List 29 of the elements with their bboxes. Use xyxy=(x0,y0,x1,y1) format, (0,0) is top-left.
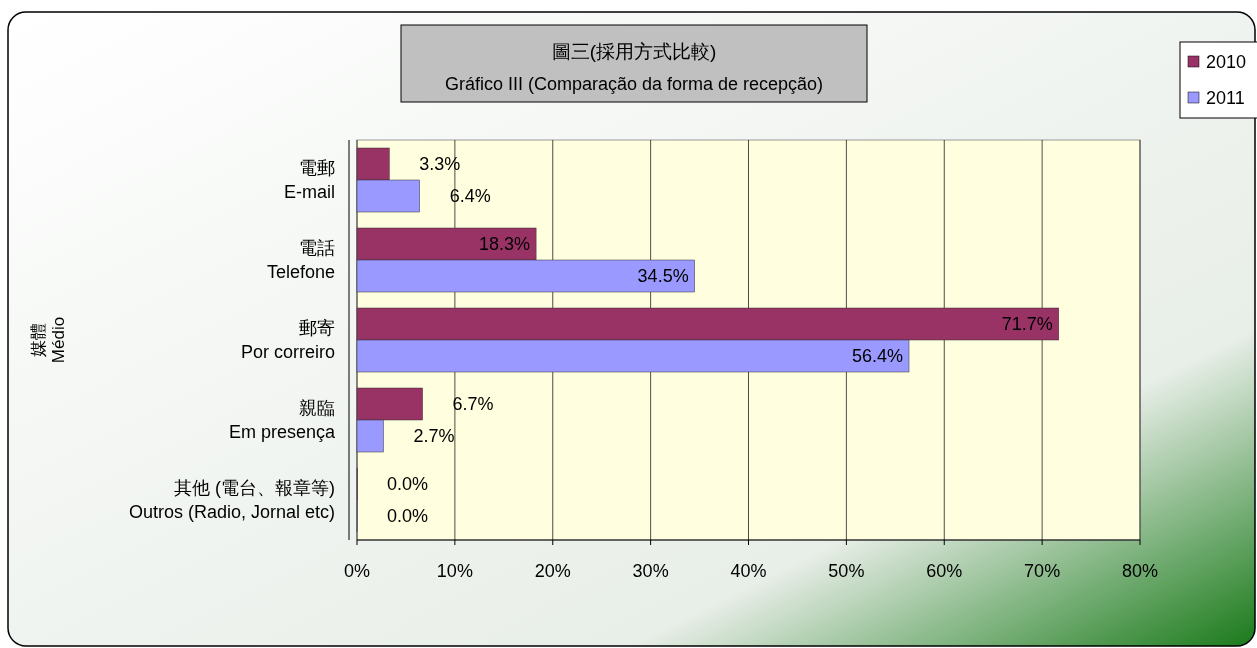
legend-label: 2011 xyxy=(1206,88,1245,108)
legend-label: 2010 xyxy=(1206,52,1247,72)
x-tick-label: 40% xyxy=(730,561,767,581)
x-tick-label: 70% xyxy=(1024,561,1061,581)
y-tick-label: 郵寄 Por correiro xyxy=(240,318,335,362)
x-tick-label: 20% xyxy=(534,561,571,581)
x-tick-label: 80% xyxy=(1121,561,1159,581)
y-tick-label: 電郵 E-mail xyxy=(283,158,335,202)
data-label: 6.4% xyxy=(449,186,491,206)
data-label: 6.7% xyxy=(452,394,494,414)
y-tick-label: 電話 Telefone xyxy=(266,238,335,282)
x-tick-label: 10% xyxy=(436,561,473,581)
data-label: 56.4% xyxy=(851,346,904,366)
x-tick-label: 50% xyxy=(828,561,865,581)
x-tick-label: 30% xyxy=(632,561,669,581)
data-label: 2.7% xyxy=(413,426,455,446)
y-tick-label: 親臨 Em presença xyxy=(228,398,336,442)
data-label: 71.7% xyxy=(1001,314,1053,334)
x-tick-label: 0% xyxy=(343,561,371,581)
chart-subtitle: Gráfico III (Comparação da forma de recepção) xyxy=(444,74,824,94)
x-tick-label: 60% xyxy=(926,561,963,581)
data-label: 34.5% xyxy=(637,266,689,286)
data-label: 0.0% xyxy=(387,474,429,494)
data-label: 3.3% xyxy=(419,154,461,174)
chart-title: 圖三(採用方式比較) xyxy=(551,41,717,62)
data-label: 0.0% xyxy=(387,506,429,526)
y-axis-title: 媒體 Médio xyxy=(29,316,68,364)
data-label: 18.3% xyxy=(479,234,531,254)
y-tick-label: 其他 (電台、報章等) Outros (Radio, Jornal etc) xyxy=(128,478,335,522)
